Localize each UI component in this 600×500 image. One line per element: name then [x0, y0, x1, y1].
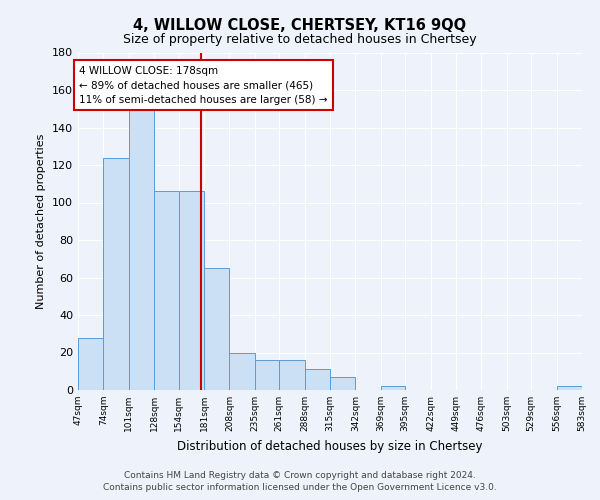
Bar — [229, 352, 255, 390]
Bar — [78, 338, 103, 390]
Bar — [154, 191, 179, 390]
Bar — [179, 191, 204, 390]
X-axis label: Distribution of detached houses by size in Chertsey: Distribution of detached houses by size … — [177, 440, 483, 452]
Bar — [204, 268, 229, 390]
Text: Contains HM Land Registry data © Crown copyright and database right 2024.
Contai: Contains HM Land Registry data © Crown c… — [103, 471, 497, 492]
Bar — [129, 109, 154, 390]
Text: 4, WILLOW CLOSE, CHERTSEY, KT16 9QQ: 4, WILLOW CLOSE, CHERTSEY, KT16 9QQ — [133, 18, 467, 32]
Text: Size of property relative to detached houses in Chertsey: Size of property relative to detached ho… — [123, 32, 477, 46]
Bar — [305, 370, 330, 390]
Bar — [279, 360, 305, 390]
Bar — [255, 360, 279, 390]
Bar — [557, 386, 582, 390]
Y-axis label: Number of detached properties: Number of detached properties — [37, 134, 46, 309]
Bar — [381, 386, 405, 390]
Bar — [330, 377, 355, 390]
Text: 4 WILLOW CLOSE: 178sqm
← 89% of detached houses are smaller (465)
11% of semi-de: 4 WILLOW CLOSE: 178sqm ← 89% of detached… — [79, 66, 328, 105]
Bar — [103, 158, 129, 390]
